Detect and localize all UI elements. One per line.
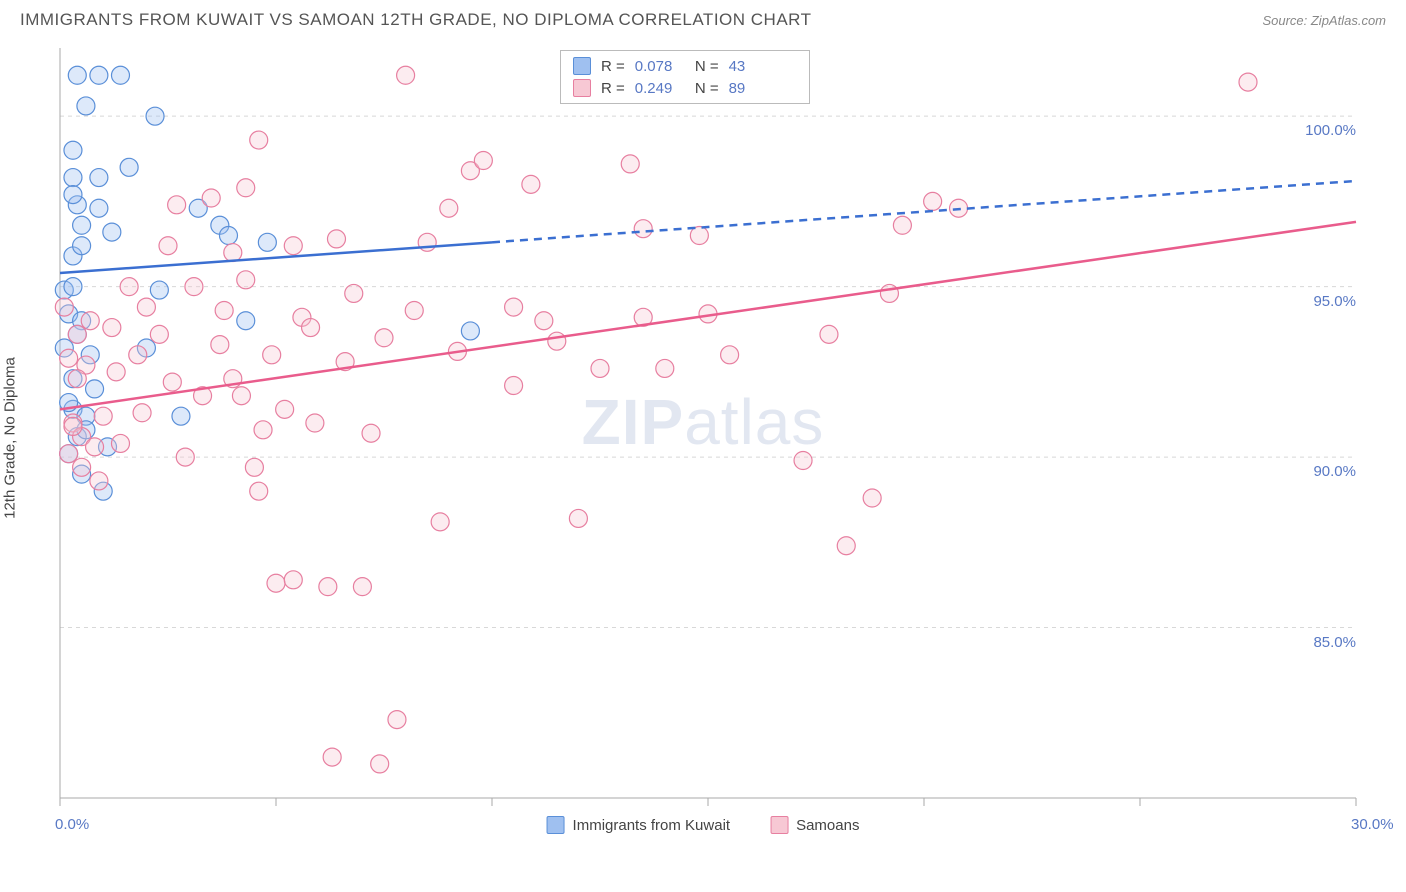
stat-swatch — [573, 79, 591, 97]
chart-container: 12th Grade, No Diploma ZIPatlas R =0.078… — [20, 38, 1386, 838]
stats-box: R =0.078 N =43R =0.249 N =89 — [560, 50, 810, 104]
legend-item: Samoans — [770, 816, 859, 834]
stat-swatch — [573, 57, 591, 75]
y-tick-label: 90.0% — [1296, 463, 1356, 480]
legend-label: Samoans — [796, 817, 859, 834]
y-tick-label: 95.0% — [1296, 293, 1356, 310]
x-tick-label: 0.0% — [55, 816, 89, 833]
y-tick-label: 85.0% — [1296, 634, 1356, 651]
stat-row: R =0.078 N =43 — [561, 55, 809, 77]
y-tick-label: 100.0% — [1296, 122, 1356, 139]
legend-swatch — [547, 816, 565, 834]
legend-swatch — [770, 816, 788, 834]
chart-title: IMMIGRANTS FROM KUWAIT VS SAMOAN 12TH GR… — [20, 10, 812, 30]
y-axis-label: 12th Grade, No Diploma — [2, 357, 19, 519]
legend-label: Immigrants from Kuwait — [573, 817, 731, 834]
stat-row: R =0.249 N =89 — [561, 77, 809, 99]
legend-item: Immigrants from Kuwait — [547, 816, 731, 834]
x-tick-label: 30.0% — [1351, 816, 1394, 833]
source-label: Source: ZipAtlas.com — [1262, 13, 1386, 28]
legend-bottom: Immigrants from Kuwait Samoans — [547, 816, 860, 834]
scatter-chart — [20, 38, 1386, 838]
